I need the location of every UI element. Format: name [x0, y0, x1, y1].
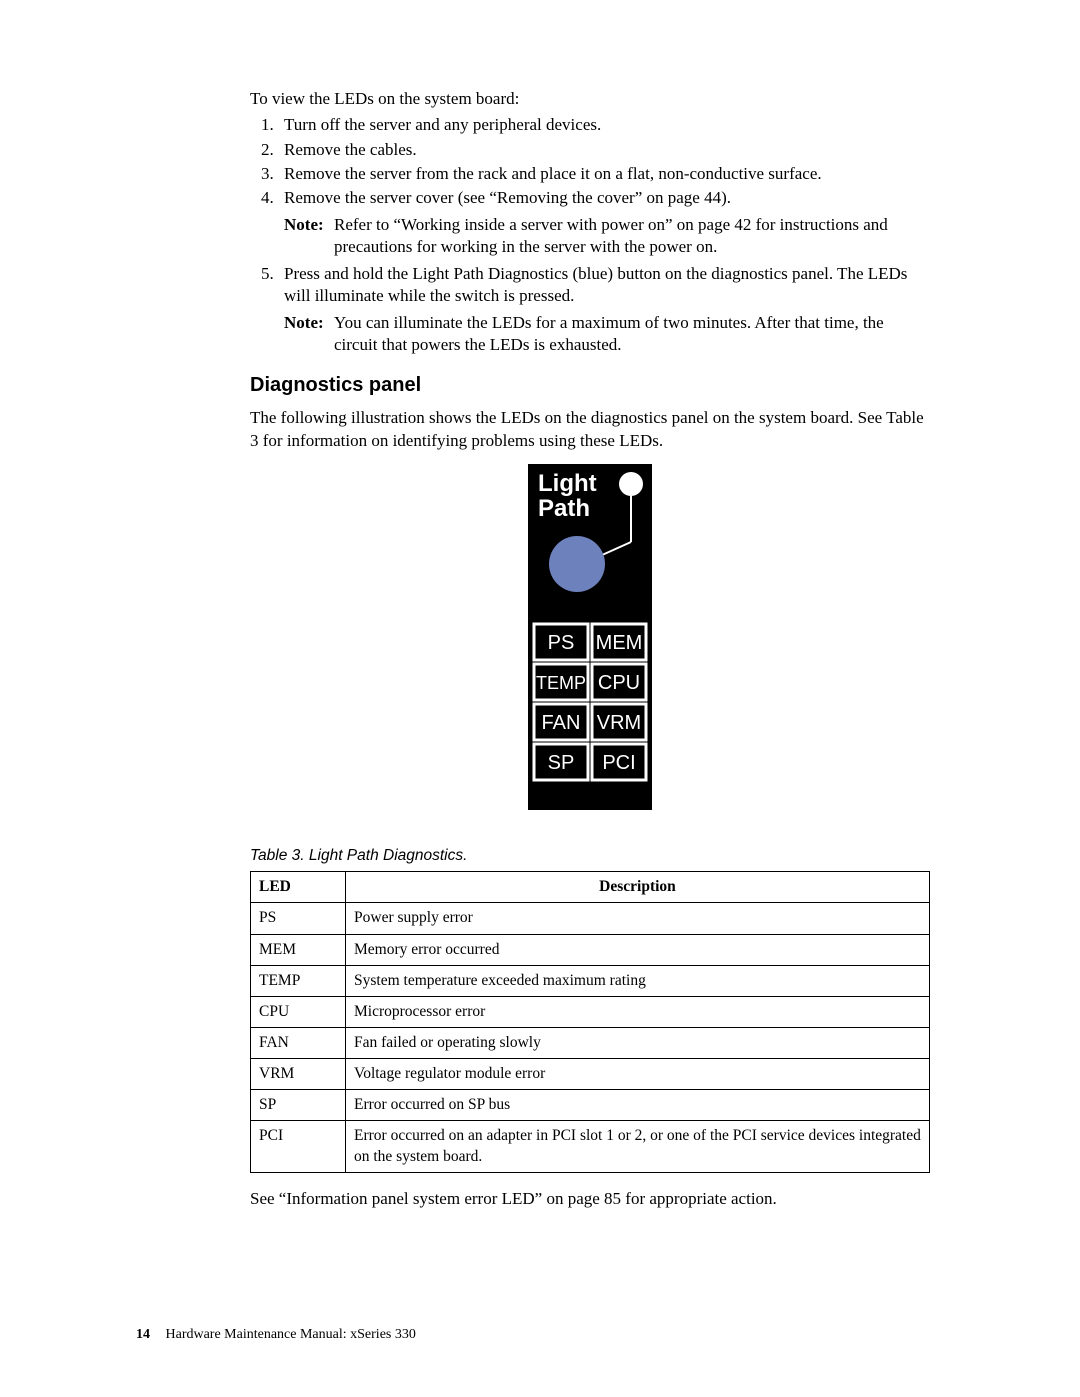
cell-led: VRM: [251, 1059, 346, 1090]
indicator-dot: [619, 472, 643, 496]
label-sp: SP: [548, 752, 575, 774]
table-row: PSPower supply error: [251, 903, 930, 934]
step-5-note: Note: You can illuminate the LEDs for a …: [284, 312, 930, 357]
step-5-text: Press and hold the Light Path Diagnostic…: [284, 264, 907, 305]
table-row: VRMVoltage regulator module error: [251, 1059, 930, 1090]
step-5: Press and hold the Light Path Diagnostic…: [278, 263, 930, 357]
cell-led: TEMP: [251, 965, 346, 996]
section-heading: Diagnostics panel: [250, 374, 930, 397]
cell-led: SP: [251, 1090, 346, 1121]
th-desc: Description: [346, 872, 930, 903]
table-caption: Table 3. Light Path Diagnostics.: [250, 847, 930, 865]
cell-desc: Voltage regulator module error: [346, 1059, 930, 1090]
light-path-button: [549, 536, 605, 592]
step-1: Turn off the server and any peripheral d…: [278, 114, 930, 136]
step-2: Remove the cables.: [278, 139, 930, 161]
after-table-text: See “Information panel system error LED”…: [250, 1189, 930, 1209]
step-4-text: Remove the server cover (see “Removing t…: [284, 188, 731, 207]
section-paragraph: The following illustration shows the LED…: [250, 407, 930, 452]
note-label: Note:: [284, 214, 334, 259]
label-mem: MEM: [596, 632, 643, 654]
page-footer: 14 Hardware Maintenance Manual: xSeries …: [136, 1327, 416, 1343]
th-led: LED: [251, 872, 346, 903]
label-fan: FAN: [542, 712, 581, 734]
cell-desc: Error occurred on an adapter in PCI slot…: [346, 1121, 930, 1172]
label-ps: PS: [548, 632, 575, 654]
table-row: FANFan failed or operating slowly: [251, 1028, 930, 1059]
step-4: Remove the server cover (see “Removing t…: [278, 187, 930, 258]
table-row: SPError occurred on SP bus: [251, 1090, 930, 1121]
cell-desc: Power supply error: [346, 903, 930, 934]
led-table: LED Description PSPower supply error MEM…: [250, 871, 930, 1172]
cell-desc: Memory error occurred: [346, 934, 930, 965]
table-row: MEMMemory error occurred: [251, 934, 930, 965]
cell-led: CPU: [251, 996, 346, 1027]
panel-title-1: Light: [538, 470, 597, 497]
cell-led: MEM: [251, 934, 346, 965]
note-text: Refer to “Working inside a server with p…: [334, 214, 930, 259]
cell-desc: Error occurred on SP bus: [346, 1090, 930, 1121]
table-row: TEMPSystem temperature exceeded maximum …: [251, 965, 930, 996]
intro-text: To view the LEDs on the system board:: [250, 88, 930, 110]
cell-led: FAN: [251, 1028, 346, 1059]
label-vrm: VRM: [597, 712, 641, 734]
panel-title-2: Path: [538, 495, 590, 522]
diagnostics-panel-figure: Light Path PS MEM TEMP CPU: [250, 464, 930, 815]
cell-desc: Microprocessor error: [346, 996, 930, 1027]
steps-list: Turn off the server and any peripheral d…: [250, 114, 930, 356]
label-pci: PCI: [602, 752, 635, 774]
table-row: PCIError occurred on an adapter in PCI s…: [251, 1121, 930, 1172]
table-row: CPUMicroprocessor error: [251, 996, 930, 1027]
page-number: 14: [136, 1327, 150, 1342]
cell-desc: System temperature exceeded maximum rati…: [346, 965, 930, 996]
cell-desc: Fan failed or operating slowly: [346, 1028, 930, 1059]
step-4-note: Note: Refer to “Working inside a server …: [284, 214, 930, 259]
step-3: Remove the server from the rack and plac…: [278, 163, 930, 185]
note-text: You can illuminate the LEDs for a maximu…: [334, 312, 930, 357]
footer-title: Hardware Maintenance Manual: xSeries 330: [166, 1327, 416, 1342]
note-label: Note:: [284, 312, 334, 357]
cell-led: PS: [251, 903, 346, 934]
label-temp: TEMP: [536, 673, 586, 693]
label-cpu: CPU: [598, 672, 640, 694]
cell-led: PCI: [251, 1121, 346, 1172]
light-path-panel-svg: Light Path PS MEM TEMP CPU: [528, 464, 652, 810]
